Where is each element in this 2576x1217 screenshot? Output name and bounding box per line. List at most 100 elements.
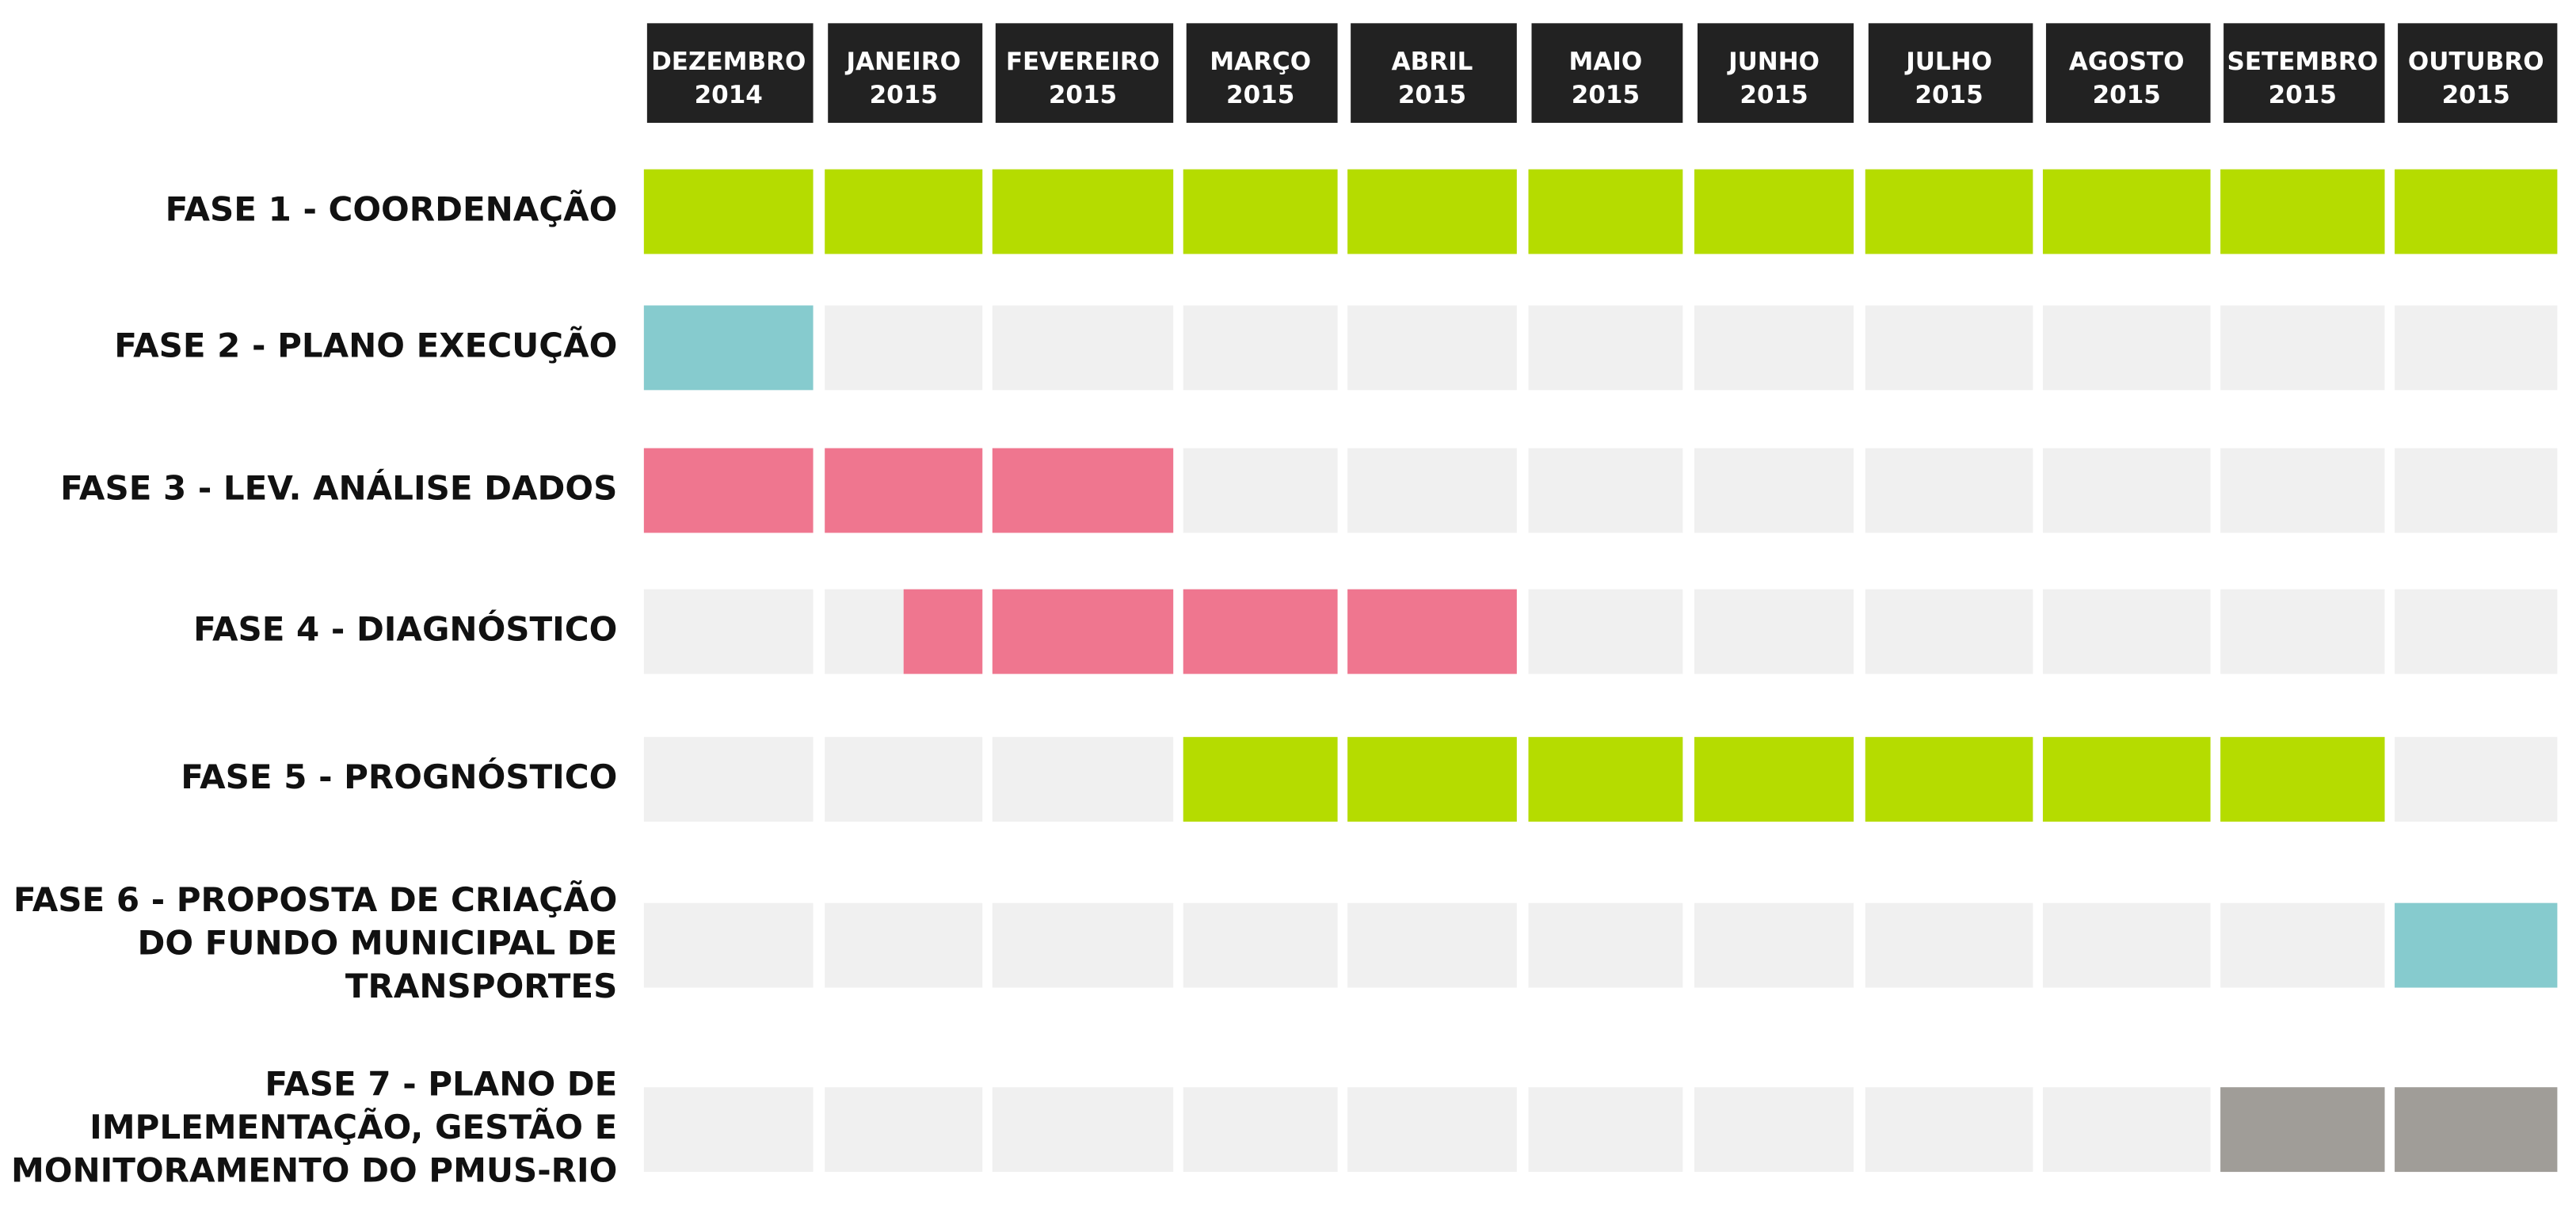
phase-bar	[1694, 737, 1854, 822]
phase-bar	[2042, 737, 2211, 822]
empty-cell	[2395, 448, 2558, 533]
phase-label: IMPLEMENTAÇÃO, GESTÃO E	[90, 1107, 617, 1146]
month-header	[1351, 23, 1517, 124]
empty-cell	[1694, 589, 1854, 674]
month-name: MARÇO	[1210, 48, 1311, 76]
phase-bar	[1865, 737, 2033, 822]
phase-bar	[643, 169, 814, 254]
phase-bar	[2395, 902, 2558, 988]
month-name: JULHO	[1904, 48, 1992, 76]
month-name: FEVEREIRO	[1006, 48, 1160, 76]
empty-cell	[1347, 305, 1517, 391]
month-name: JUNHO	[1727, 48, 1820, 76]
empty-cell	[1528, 589, 1683, 674]
month-header	[1186, 23, 1338, 124]
month-name: MAIO	[1569, 48, 1643, 76]
month-name: AGOSTO	[2069, 48, 2185, 76]
month-header	[2045, 23, 2211, 124]
month-name: ABRIL	[1392, 48, 1473, 76]
month-year: 2015	[1398, 81, 1466, 109]
empty-cell	[643, 1087, 814, 1173]
empty-cell	[2395, 589, 2558, 674]
empty-cell	[992, 1087, 1174, 1173]
phase-bar	[643, 448, 814, 533]
phase-label: FASE 7 - PLANO DE	[265, 1065, 617, 1104]
phase-bar	[825, 448, 983, 533]
empty-cell	[643, 737, 814, 822]
month-year: 2015	[1226, 81, 1294, 109]
month-year: 2015	[1049, 81, 1117, 109]
phase-bar	[2220, 169, 2385, 254]
empty-cell	[2042, 589, 2211, 674]
phase-bar	[1183, 737, 1338, 822]
phase-label: FASE 5 - PROGNÓSTICO	[181, 757, 617, 796]
phase-label: DO FUNDO MUNICIPAL DE	[138, 924, 618, 963]
empty-cell	[643, 589, 814, 674]
phase-bar	[903, 589, 983, 674]
phase-bar	[1865, 169, 2033, 254]
month-year: 2015	[2269, 81, 2337, 109]
phase-bar	[2395, 1087, 2558, 1173]
empty-cell	[2220, 589, 2385, 674]
empty-cell	[825, 902, 983, 988]
phase-label: MONITORAMENTO DO PMUS-RIO	[11, 1151, 617, 1190]
phase-bar	[1347, 589, 1517, 674]
empty-cell	[2395, 305, 2558, 391]
empty-cell	[1865, 589, 2033, 674]
empty-cell	[2220, 448, 2385, 533]
month-header	[1868, 23, 2033, 124]
empty-cell	[643, 902, 814, 988]
empty-cell	[1183, 448, 1338, 533]
empty-cell	[1865, 305, 2033, 391]
month-year: 2015	[870, 81, 938, 109]
phase-bar	[1183, 589, 1338, 674]
month-year: 2014	[695, 81, 763, 109]
empty-cell	[1347, 1087, 1517, 1173]
empty-cell	[1347, 902, 1517, 988]
phase-bar	[992, 589, 1174, 674]
phase-label: TRANSPORTES	[345, 967, 617, 1005]
phase-label: FASE 1 - COORDENAÇÃO	[166, 189, 618, 229]
phase-bar	[1347, 737, 1517, 822]
month-year: 2015	[1572, 81, 1640, 109]
empty-cell	[825, 305, 983, 391]
phase-label: FASE 6 - PROPOSTA DE CRIAÇÃO	[13, 879, 617, 919]
month-header	[828, 23, 983, 124]
empty-cell	[1865, 448, 2033, 533]
empty-cell	[1694, 448, 1854, 533]
phase-bar	[1694, 169, 1854, 254]
month-name: OUTUBRO	[2408, 48, 2544, 76]
empty-cell	[992, 305, 1174, 391]
phase-bar	[1528, 737, 1683, 822]
empty-cell	[1183, 902, 1338, 988]
month-year: 2015	[1740, 81, 1808, 109]
empty-cell	[1865, 1087, 2033, 1173]
empty-cell	[2042, 448, 2211, 533]
month-header	[1697, 23, 1854, 124]
empty-cell	[2395, 737, 2558, 822]
phase-bar	[992, 169, 1174, 254]
phase-bar	[2220, 1087, 2385, 1173]
phase-bar	[1347, 169, 1517, 254]
empty-cell	[992, 737, 1174, 822]
month-header	[2224, 23, 2385, 124]
empty-cell	[2042, 1087, 2211, 1173]
month-header	[2398, 23, 2558, 124]
phase-bar	[2220, 737, 2385, 822]
empty-cell	[1694, 902, 1854, 988]
empty-cell	[1528, 448, 1683, 533]
empty-cell	[825, 737, 983, 822]
empty-cell	[1694, 1087, 1854, 1173]
month-name: DEZEMBRO	[651, 48, 806, 76]
empty-cell	[2220, 902, 2385, 988]
phase-bar	[1528, 169, 1683, 254]
month-header	[1531, 23, 1683, 124]
empty-cell	[825, 1087, 983, 1173]
phase-bar	[2042, 169, 2211, 254]
phase-label: FASE 4 - DIAGNÓSTICO	[193, 609, 617, 649]
empty-cell	[2220, 305, 2385, 391]
empty-cell	[1183, 305, 1338, 391]
month-name: SETEMBRO	[2227, 48, 2379, 76]
month-name: JANEIRO	[845, 48, 961, 76]
